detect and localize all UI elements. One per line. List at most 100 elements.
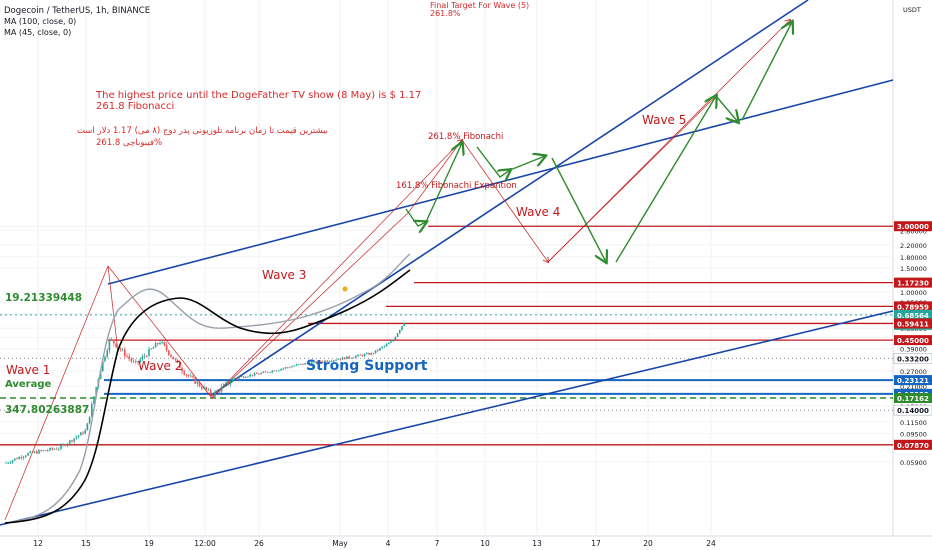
candle-body <box>49 447 51 451</box>
candle-body <box>62 444 64 446</box>
value-lower: 347.80263887 <box>5 404 89 416</box>
y-tick-label: 1.50000 <box>900 265 927 273</box>
candle-body <box>203 387 205 389</box>
candle-body <box>337 359 339 361</box>
candle-body <box>267 371 269 373</box>
forecast-arrow <box>425 143 462 223</box>
candle-body <box>324 360 326 363</box>
candle-body <box>238 376 240 379</box>
candle-body <box>102 361 104 371</box>
forecast-arrow <box>476 146 510 177</box>
candle-body <box>205 387 207 390</box>
candle-body <box>333 360 335 362</box>
price-axis-panel <box>893 0 932 550</box>
candle-body <box>185 374 188 376</box>
candle-body <box>225 382 227 385</box>
candle-body <box>385 344 388 346</box>
candle-body <box>64 444 67 446</box>
ma100-legend[interactable]: MA (100, close, 0) <box>4 17 76 26</box>
candle-body <box>260 372 262 375</box>
candle-body <box>251 374 254 376</box>
candle-body <box>16 458 18 460</box>
candle-body <box>306 363 309 364</box>
candle-body <box>47 450 49 452</box>
candle-body <box>179 361 181 369</box>
candle-body <box>313 361 315 363</box>
candle-body <box>44 450 47 452</box>
candle-body <box>7 462 9 464</box>
candle-body <box>308 363 311 365</box>
candle-body <box>401 326 403 330</box>
candle-body <box>344 357 346 360</box>
candle-body <box>115 343 117 348</box>
price-level-value: 0.23121 <box>897 377 929 385</box>
candle-body <box>66 443 69 446</box>
candle-body <box>86 423 89 431</box>
candle-body <box>220 386 223 392</box>
price-level-badge <box>894 335 932 346</box>
x-tick-label: 13 <box>532 539 542 548</box>
candle-body <box>141 356 144 360</box>
price-level-badge <box>894 221 932 232</box>
forecast-arrow <box>615 96 716 263</box>
candle-body <box>172 356 174 360</box>
ma45-legend[interactable]: MA (45, close, 0) <box>4 28 71 37</box>
price-level-badge <box>894 301 932 312</box>
y-tick-label: 0.09500 <box>900 431 927 439</box>
price-level-value: 3.00000 <box>897 223 929 231</box>
candle-body <box>73 438 75 442</box>
candle-body <box>25 455 27 457</box>
candle-body <box>253 373 256 376</box>
event-marker <box>342 286 348 292</box>
fib-projection-line <box>211 140 462 399</box>
candle-body <box>159 342 161 345</box>
candle-body <box>352 357 355 359</box>
forecast-arrow <box>509 156 545 171</box>
candle-body <box>36 451 38 454</box>
candle-body <box>284 367 287 369</box>
candle-body <box>240 376 243 378</box>
candle-body <box>75 436 78 439</box>
candle-body <box>157 343 159 345</box>
price-level-value: 0.17162 <box>897 395 929 403</box>
candle-body <box>196 382 199 384</box>
candle-body <box>247 376 249 378</box>
candle-body <box>214 391 216 397</box>
axis-unit: USDT <box>903 6 921 14</box>
price-level-value: 0.68564 <box>897 312 929 320</box>
candle-body <box>269 372 271 374</box>
candle-body <box>168 350 170 355</box>
candle-body <box>346 356 348 360</box>
candle-body <box>192 375 194 378</box>
forecast-arrow <box>551 157 606 262</box>
candle-body <box>163 342 166 346</box>
candle-body <box>183 371 185 375</box>
candle-body <box>245 377 247 378</box>
x-tick-label: 24 <box>706 539 716 548</box>
candle-body <box>357 354 359 357</box>
price-level-value: 0.33200 <box>897 355 929 363</box>
candle-body <box>330 361 333 362</box>
candle-body <box>11 460 14 463</box>
candle-body <box>286 367 289 369</box>
candle-body <box>33 451 36 453</box>
candle-body <box>236 378 238 380</box>
candle-body <box>161 342 163 343</box>
candle-body <box>383 345 386 347</box>
candle-body <box>14 458 16 461</box>
price-level-value: 0.07870 <box>897 442 929 450</box>
y-tick-label: 1.80000 <box>900 254 927 262</box>
candle-body <box>317 360 320 363</box>
candle-body <box>119 348 122 350</box>
candle-body <box>262 371 265 373</box>
candle-body <box>20 457 23 458</box>
candle-body <box>315 361 317 363</box>
candle-body <box>242 376 245 378</box>
candle-body <box>190 375 192 377</box>
x-tick-label: 15 <box>81 539 91 548</box>
candle-body <box>388 342 390 345</box>
candle-body <box>174 359 177 360</box>
candle-body <box>209 389 212 395</box>
